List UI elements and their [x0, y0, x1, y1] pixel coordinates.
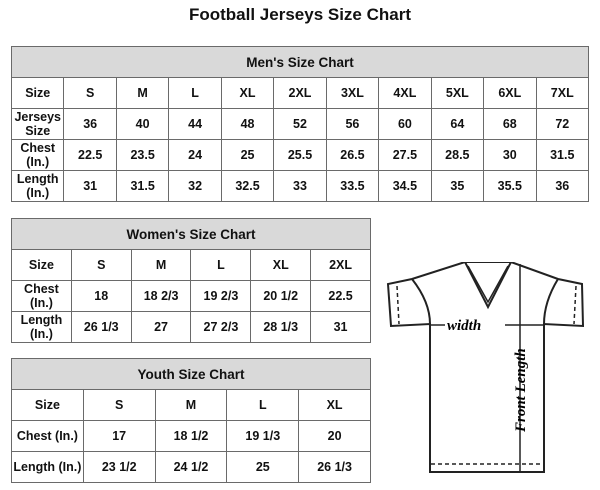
row-label: Length (In.)	[11, 311, 72, 343]
table-cell: 19 1/3	[226, 420, 300, 452]
row-label: Jerseys Size	[10, 108, 65, 140]
table-cell: 48	[220, 108, 275, 140]
row-label: Size	[11, 389, 84, 421]
table-row: Size S M L XL 2XL 3XL 4XL 5XL 6XL 7XL	[10, 77, 590, 109]
table-cell: 30	[483, 139, 537, 171]
table-cell: 27	[130, 311, 192, 343]
table-cell: 52	[273, 108, 327, 140]
table-cell: 18	[70, 280, 132, 312]
table-cell: 56	[325, 108, 380, 140]
table-cell: 18 2/3	[130, 280, 192, 312]
table-cell: 23 1/2	[82, 451, 156, 483]
table-cell: 20 1/2	[250, 280, 312, 312]
table-cell: M	[115, 77, 170, 109]
table-cell: 31.5	[535, 139, 590, 171]
table-cell: 22.5	[63, 139, 117, 171]
table-cell: 20	[298, 420, 371, 452]
table-cell: 25.5	[273, 139, 327, 171]
row-label: Size	[10, 77, 65, 109]
womens-size-table: Women's Size Chart Size S M L XL 2XL Chest (In…	[11, 218, 371, 343]
table-cell: 19 2/3	[190, 280, 252, 312]
table-cell: 2XL	[273, 77, 327, 109]
table-cell: 35	[430, 170, 485, 202]
shirt-outline-icon	[386, 262, 585, 473]
table-cell: 27.5	[378, 139, 432, 171]
table-cell: 31	[63, 170, 117, 202]
table-cell: 6XL	[483, 77, 537, 109]
table-cell: 44	[168, 108, 222, 140]
table-cell: 31.5	[115, 170, 170, 202]
table-cell: 5XL	[430, 77, 485, 109]
table-cell: 32	[168, 170, 222, 202]
width-label: width	[447, 318, 481, 334]
table-cell: M	[130, 249, 192, 281]
table-cell: 34.5	[378, 170, 432, 202]
table-row: Length (In.) 31 31.5 32 32.5 33 33.5 34.5 35 35.5…	[10, 170, 590, 202]
table-cell: 36	[63, 108, 117, 140]
table-cell: 31	[310, 311, 371, 343]
row-label: Chest (In.)	[11, 420, 84, 452]
table-row: Chest (In.) 17 18 1/2 19 1/3 20	[11, 420, 371, 452]
table-cell: 3XL	[325, 77, 380, 109]
mens-size-table: Men's Size Chart Size S M L XL 2XL 3XL 4XL 5XL 6X…	[10, 46, 590, 202]
mens-table-caption: Men's Size Chart	[11, 46, 589, 78]
table-row: Jerseys Size 36 40 44 48 52 56 60 64 68 72	[10, 108, 590, 140]
table-cell: 26 1/3	[298, 451, 371, 483]
table-row: Chest (In.) 22.5 23.5 24 25 25.5 26.5 27.5 28.5 3…	[10, 139, 590, 171]
table-cell: 22.5	[310, 280, 371, 312]
table-cell: 33	[273, 170, 327, 202]
row-label: Size	[11, 249, 72, 281]
table-cell: XL	[298, 389, 371, 421]
table-cell: 28.5	[430, 139, 485, 171]
youth-table-caption: Youth Size Chart	[11, 358, 371, 390]
table-cell: 23.5	[115, 139, 170, 171]
table-cell: 17	[82, 420, 156, 452]
table-cell: 32.5	[220, 170, 275, 202]
row-label: Chest (In.)	[11, 280, 72, 312]
table-cell: 72	[535, 108, 590, 140]
youth-size-table: Youth Size Chart Size S M L XL Chest (In.) 17 1…	[11, 358, 371, 483]
table-cell: L	[226, 389, 300, 421]
table-cell: 7XL	[535, 77, 590, 109]
table-cell: 2XL	[310, 249, 371, 281]
table-cell: 35.5	[483, 170, 537, 202]
table-cell: 26.5	[325, 139, 380, 171]
table-cell: S	[63, 77, 117, 109]
table-cell: S	[82, 389, 156, 421]
jersey-measurement-diagram: width Front Length	[386, 262, 585, 473]
table-cell: 24	[168, 139, 222, 171]
table-cell: 68	[483, 108, 537, 140]
page-title: Football Jerseys Size Chart	[188, 5, 412, 24]
table-cell: 36	[535, 170, 590, 202]
table-cell: 60	[378, 108, 432, 140]
table-cell: 64	[430, 108, 485, 140]
table-cell: 40	[115, 108, 170, 140]
table-cell: 18 1/2	[154, 420, 228, 452]
table-cell: S	[70, 249, 132, 281]
table-cell: M	[154, 389, 228, 421]
table-cell: XL	[220, 77, 275, 109]
table-cell: 4XL	[378, 77, 432, 109]
row-label: Length (In.)	[10, 170, 65, 202]
table-cell: L	[168, 77, 222, 109]
table-cell: 25	[226, 451, 300, 483]
table-cell: XL	[250, 249, 312, 281]
table-cell: 27 2/3	[190, 311, 252, 343]
womens-table-caption: Women's Size Chart	[11, 218, 371, 250]
table-cell: L	[190, 249, 252, 281]
table-row: Length (In.) 23 1/2 24 1/2 25 26 1/3	[11, 451, 371, 483]
table-row: Length (In.) 26 1/3 27 27 2/3 28 1/3 31	[11, 311, 371, 343]
table-row: Size S M L XL 2XL	[11, 249, 371, 281]
table-cell: 33.5	[325, 170, 380, 202]
table-row: Size S M L XL	[11, 389, 371, 421]
table-cell: 28 1/3	[250, 311, 312, 343]
front-length-label: Front Length	[513, 348, 529, 433]
table-cell: 26 1/3	[70, 311, 132, 343]
table-cell: 24 1/2	[154, 451, 228, 483]
table-cell: 25	[220, 139, 275, 171]
row-label: Chest (In.)	[10, 139, 65, 171]
table-row: Chest (In.) 18 18 2/3 19 2/3 20 1/2 22.5	[11, 280, 371, 312]
row-label: Length (In.)	[11, 451, 84, 483]
